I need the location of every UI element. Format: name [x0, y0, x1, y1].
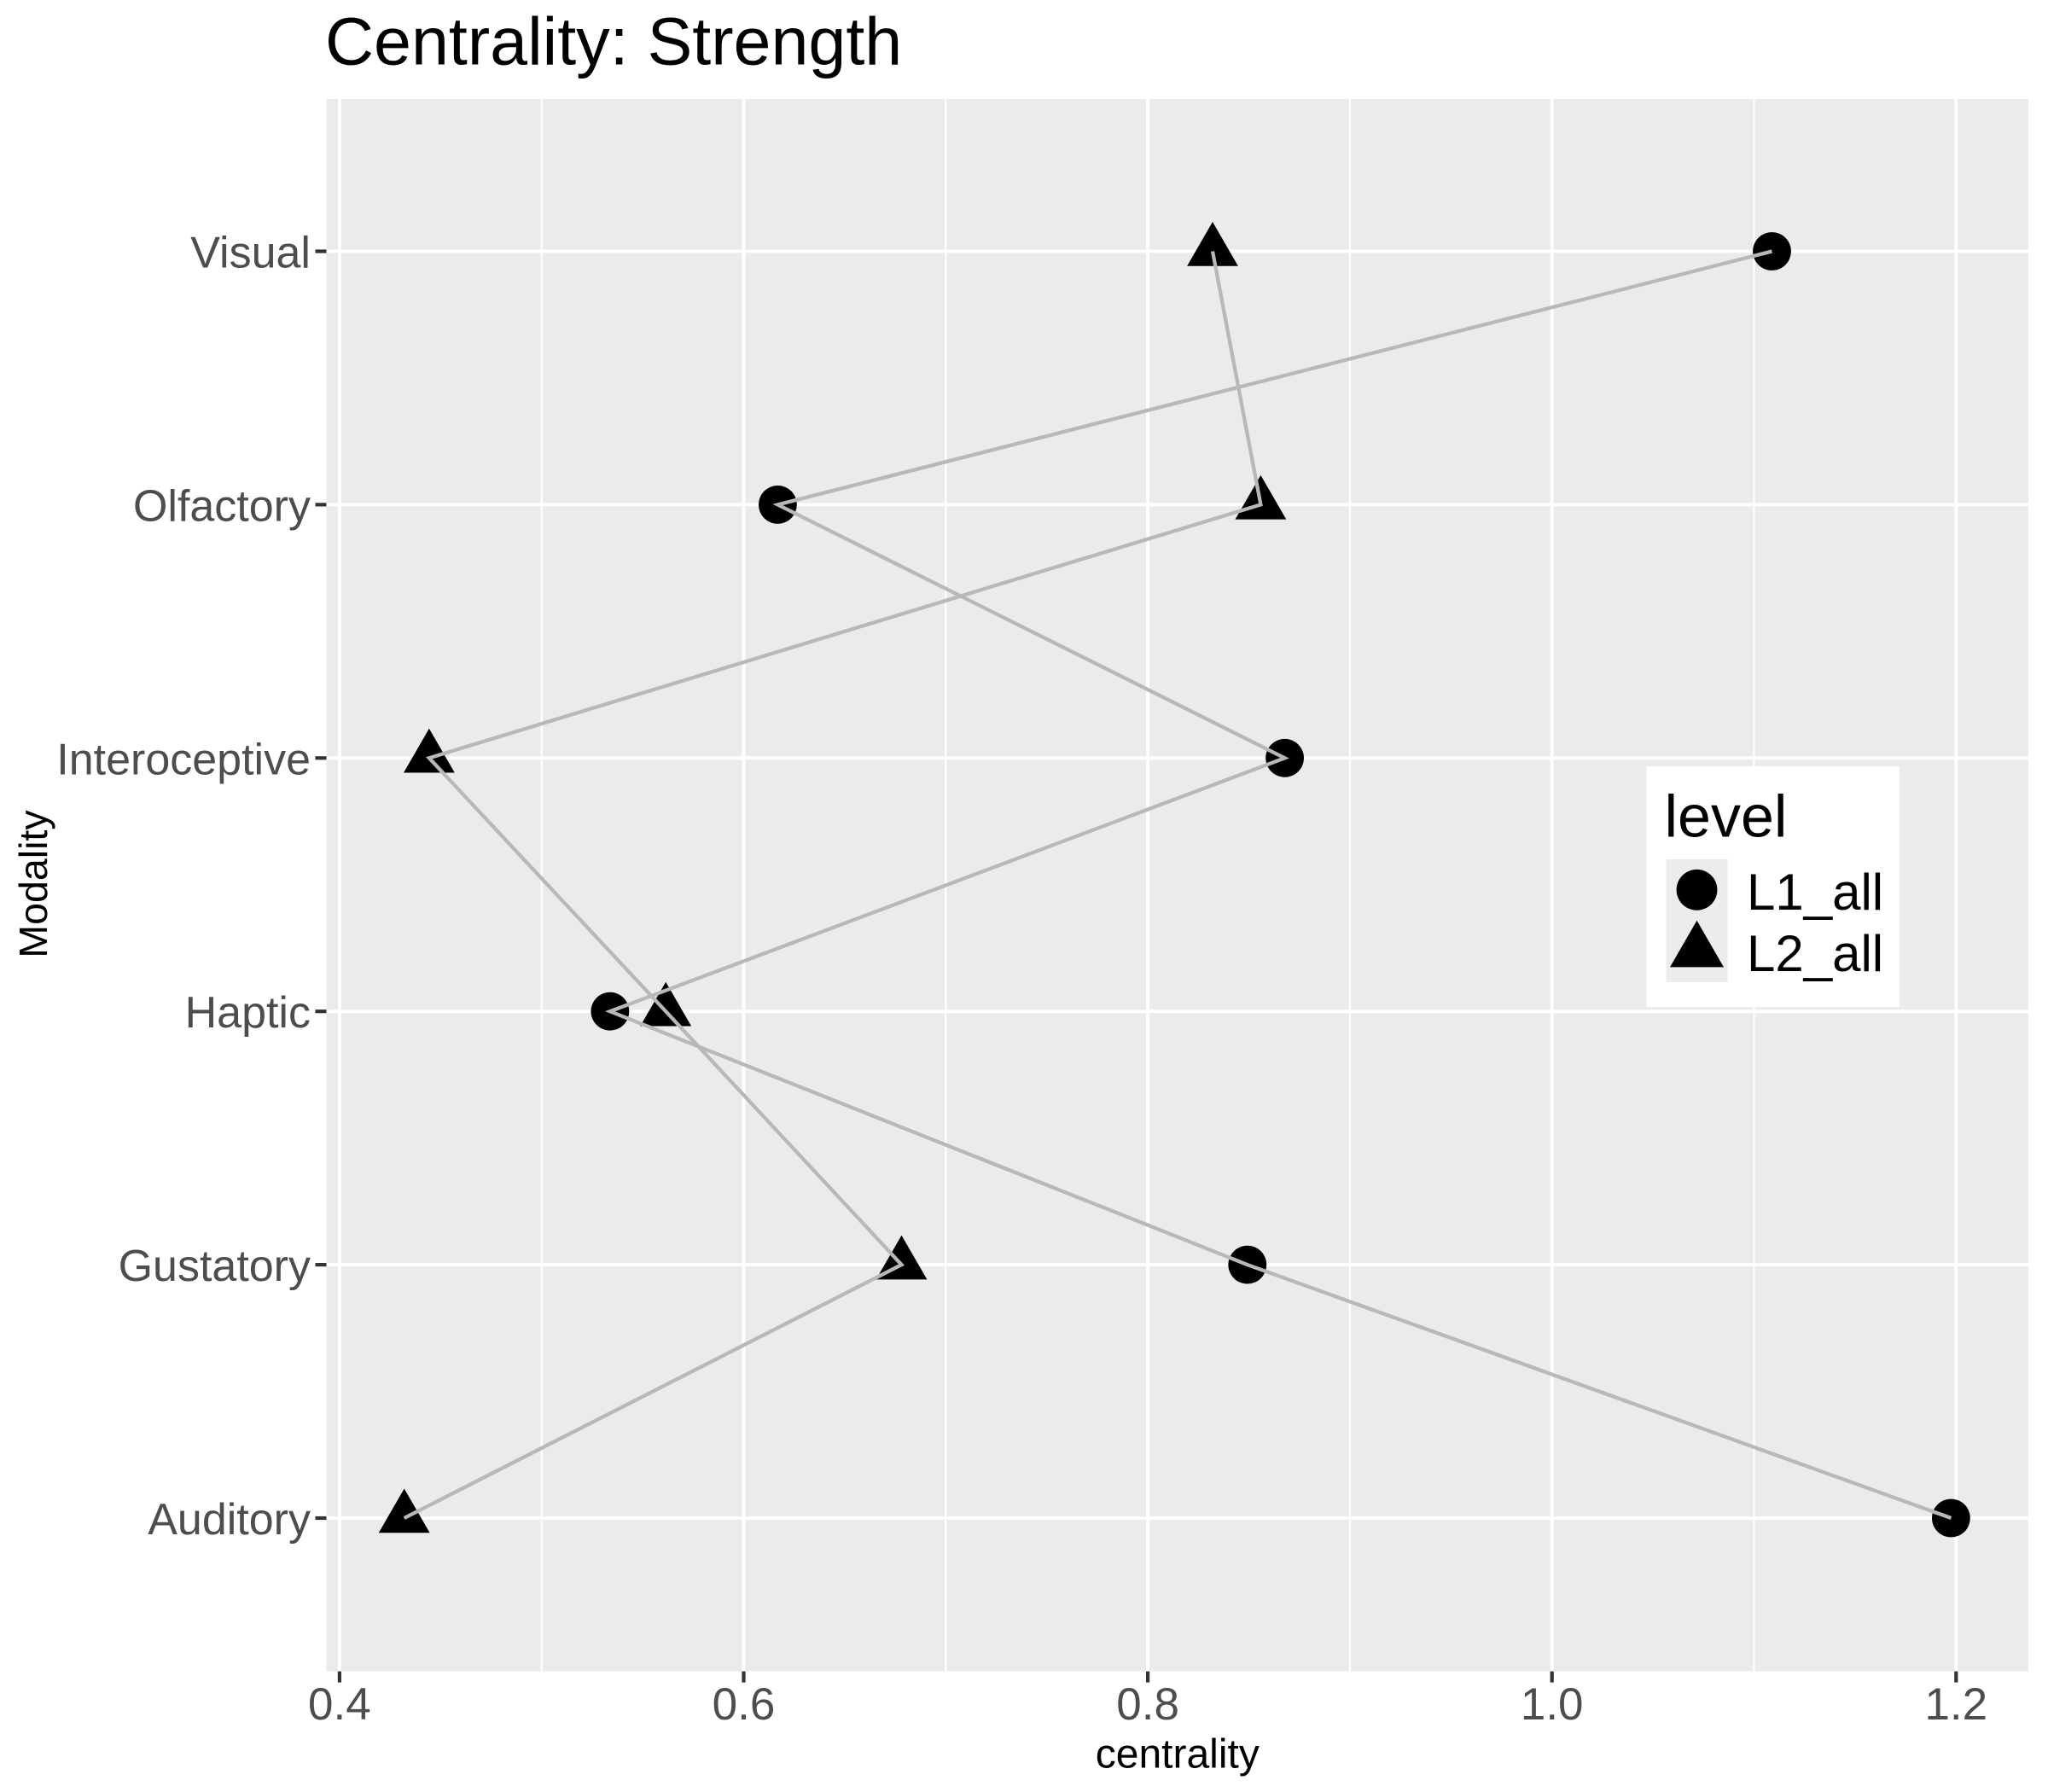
- svg-text:L1_all: L1_all: [1747, 864, 1883, 921]
- svg-text:level: level: [1665, 783, 1788, 849]
- svg-text:Haptic: Haptic: [185, 988, 311, 1038]
- svg-text:Interoceptive: Interoceptive: [56, 735, 311, 784]
- svg-text:Visual: Visual: [190, 229, 311, 278]
- svg-text:L2_all: L2_all: [1747, 925, 1883, 982]
- svg-text:1.2: 1.2: [1924, 1679, 1987, 1730]
- svg-text:0.6: 0.6: [713, 1679, 776, 1730]
- svg-text:0.4: 0.4: [308, 1679, 371, 1730]
- svg-text:Auditory: Auditory: [148, 1495, 311, 1545]
- svg-text:Gustatory: Gustatory: [119, 1242, 311, 1291]
- svg-text:centrality: centrality: [1096, 1732, 1260, 1777]
- svg-text:Modality: Modality: [11, 810, 55, 958]
- svg-text:0.8: 0.8: [1116, 1679, 1179, 1730]
- svg-text:1.0: 1.0: [1521, 1679, 1584, 1730]
- svg-text:Centrality: Strength: Centrality: Strength: [325, 3, 902, 79]
- svg-text:Olfactory: Olfactory: [133, 481, 311, 531]
